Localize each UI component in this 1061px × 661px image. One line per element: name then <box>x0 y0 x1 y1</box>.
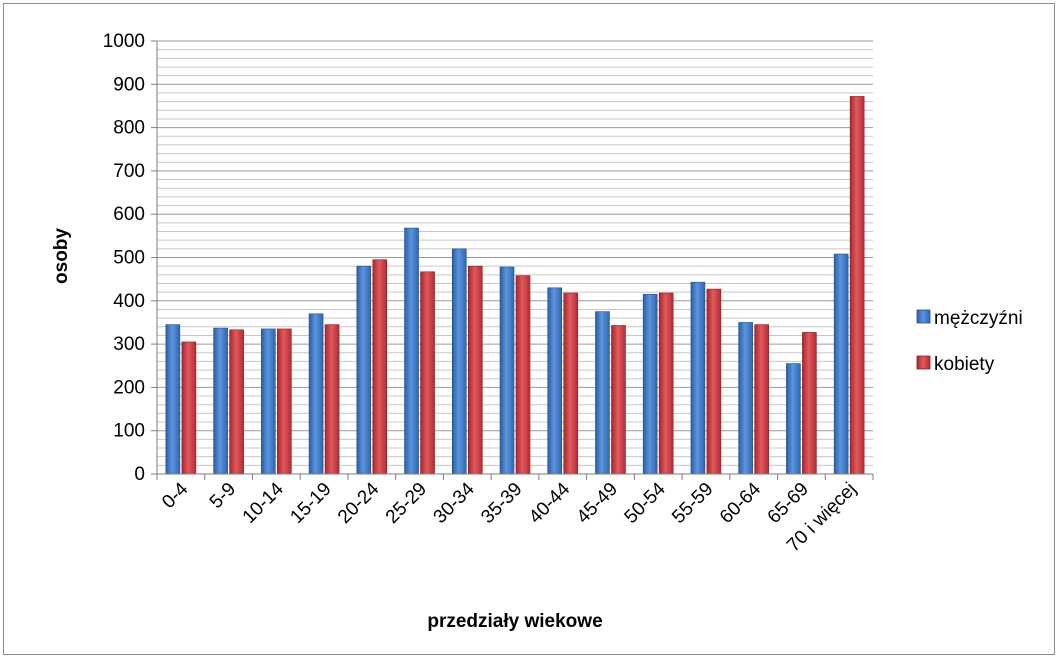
y-tick-label: 500 <box>113 248 145 269</box>
bar-women <box>611 325 625 474</box>
x-tick-label: 5-9 <box>206 479 240 513</box>
x-tick-label: 30-34 <box>430 478 480 528</box>
y-tick-label: 700 <box>113 161 145 182</box>
bar-men <box>214 328 228 474</box>
x-tick-label: 40-44 <box>525 478 575 528</box>
y-axis-ticks: 0 100 200 300 400 500 600 700 800 900 1000 <box>103 31 157 485</box>
legend-item-men: mężczyźni <box>917 308 1023 329</box>
y-tick-label: 400 <box>113 291 145 312</box>
legend-swatch-men <box>917 310 930 323</box>
x-tick-label: 0-4 <box>158 478 193 513</box>
bar-women <box>277 329 291 474</box>
y-tick-label: 300 <box>113 334 145 355</box>
bar-women <box>850 96 864 474</box>
y-tick-label: 0 <box>134 464 145 485</box>
bars <box>166 96 864 474</box>
x-tick-label: 45-49 <box>573 479 622 528</box>
legend-item-women: kobiety <box>917 354 995 375</box>
x-tick-label: 20-24 <box>334 478 384 528</box>
x-tick-label: 10-14 <box>239 478 289 528</box>
legend-label-women: kobiety <box>934 354 995 375</box>
bar-men <box>595 312 609 474</box>
bar-women <box>564 293 578 474</box>
bar-women <box>755 325 769 474</box>
bar-women <box>421 272 435 474</box>
bar-women <box>230 330 244 474</box>
y-axis-title: osoby <box>51 228 72 284</box>
y-tick-label: 1000 <box>103 31 145 52</box>
bar-women <box>659 293 673 474</box>
bar-men <box>166 325 180 474</box>
bar-men <box>691 282 705 474</box>
x-tick-label: 50-54 <box>621 478 671 528</box>
x-axis-title: przedziały wiekowe <box>427 611 602 632</box>
y-tick-label: 600 <box>113 204 145 225</box>
bar-men <box>643 294 657 474</box>
x-tick-label: 15-19 <box>286 479 335 528</box>
x-tick-label: 25-29 <box>382 479 431 528</box>
x-tick-label: 55-59 <box>668 479 717 528</box>
bar-women <box>802 332 816 474</box>
bar-women <box>516 276 530 474</box>
x-axis-ticks: 0-4 5-910-1415-1920-2425-2930-3435-3940-4… <box>157 474 873 556</box>
bar-men <box>500 267 514 474</box>
bar-men <box>309 314 323 474</box>
bar-men <box>834 254 848 474</box>
y-tick-label: 900 <box>113 74 145 95</box>
bar-men <box>405 228 419 474</box>
bar-men <box>548 288 562 474</box>
legend-label-men: mężczyźni <box>934 308 1023 329</box>
y-tick-label: 200 <box>113 377 145 398</box>
bar-men <box>786 364 800 474</box>
legend: mężczyźni kobiety <box>917 308 1023 375</box>
bar-women <box>182 342 196 474</box>
bar-men <box>452 249 466 474</box>
bar-men <box>739 322 753 474</box>
legend-swatch-women <box>917 356 930 369</box>
y-tick-label: 800 <box>113 118 145 139</box>
bar-women <box>373 260 387 474</box>
x-tick-label: 60-64 <box>716 478 766 528</box>
bar-men <box>261 329 275 474</box>
bar-women <box>707 289 721 474</box>
bar-women <box>325 325 339 474</box>
x-tick-label: 35-39 <box>477 479 526 528</box>
y-tick-label: 100 <box>113 421 145 442</box>
bar-men <box>357 266 371 474</box>
bar-women <box>468 266 482 474</box>
